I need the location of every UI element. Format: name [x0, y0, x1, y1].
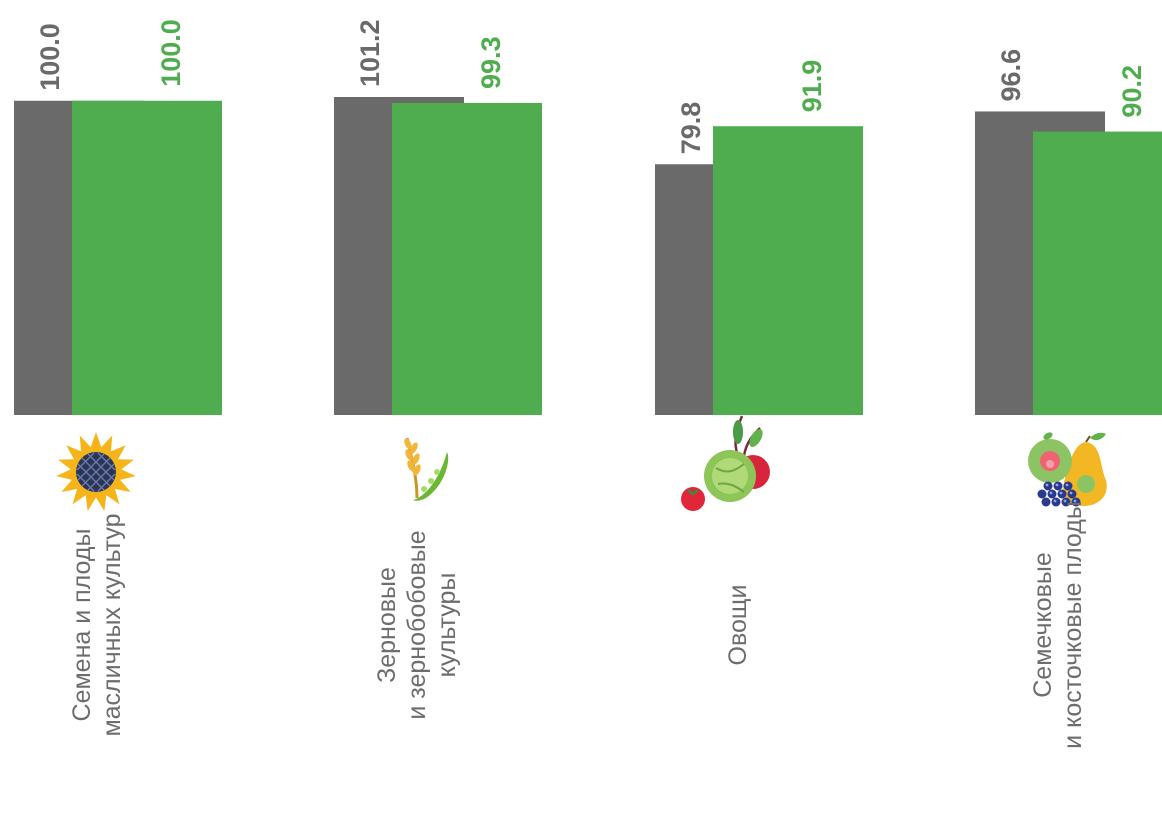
- bar-series-2: [72, 100, 222, 415]
- category-label: Семечковыеи косточковые плоды: [1029, 501, 1087, 749]
- category-label: Зерновыеи зернобобовыекультуры: [373, 530, 461, 719]
- data-label-series-1: 96.6: [996, 49, 1026, 102]
- data-label-series-1: 79.8: [676, 102, 706, 155]
- value-labels-layer: 100.0 100.0 101.2 99.3 79.8 91.9 96.6 90.2: [35, 19, 1147, 154]
- data-label-series-2: 91.9: [797, 60, 827, 113]
- vegetables-icon: [681, 415, 770, 511]
- wheat-pea-icon: [404, 437, 449, 501]
- bars-layer: [14, 97, 1162, 416]
- data-label-series-2: 99.3: [476, 36, 506, 89]
- data-label-series-1: 100.0: [35, 23, 65, 91]
- category-labels-layer: Семена и плодымасличных культур Зерновыеи…: [68, 501, 1087, 749]
- category-label: Овощи: [724, 585, 752, 666]
- fruits-icon: [1028, 432, 1107, 507]
- bar-series-2: [1033, 131, 1162, 415]
- data-label-series-1: 101.2: [355, 19, 385, 87]
- data-label-series-2: 100.0: [156, 19, 186, 87]
- bar-series-2: [392, 102, 542, 416]
- sunflower-icon: [56, 432, 136, 512]
- bar-series-2: [713, 126, 863, 415]
- data-label-series-2: 90.2: [1117, 65, 1147, 118]
- category-label: Семена и плодымасличных культур: [68, 513, 126, 736]
